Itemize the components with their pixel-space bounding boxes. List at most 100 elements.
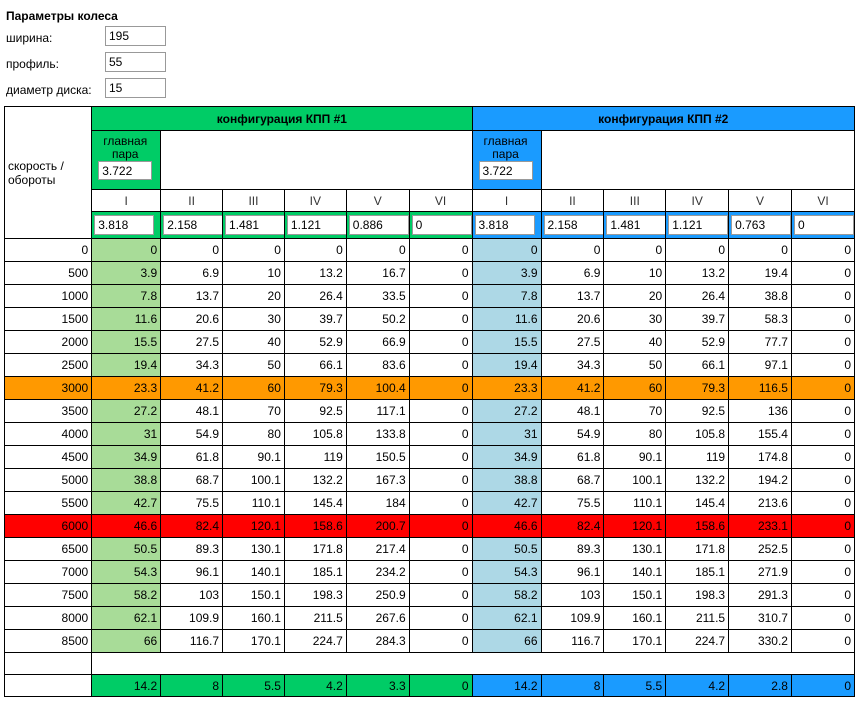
config2-speed-cell: 0 <box>790 307 856 331</box>
config1-speed-cell: 0 <box>408 376 473 400</box>
config2-speed-cell: 158.6 <box>665 514 730 538</box>
config1-speed-cell: 27.5 <box>160 330 224 354</box>
config1-speed-cell: 13.2 <box>283 261 347 285</box>
rpm-cell: 6500 <box>3 537 93 561</box>
config2-ratio-cell <box>540 211 605 239</box>
config2-speed-cell: 26.4 <box>665 284 730 308</box>
config1-main-pair-cell: главная пара <box>91 130 162 190</box>
config2-speed-cell: 90.1 <box>603 445 667 469</box>
config1-speed-cell: 0 <box>408 537 473 561</box>
config2-speed-cell: 50.5 <box>471 537 542 561</box>
width-input[interactable] <box>105 26 166 46</box>
config2-speed-cell: 0 <box>790 376 856 400</box>
config1-speed-cell: 145.4 <box>283 491 347 515</box>
config1-speed-cell: 0 <box>408 468 473 492</box>
config1-speed-cell: 75.5 <box>160 491 224 515</box>
config2-speed-cell: 0 <box>790 238 856 262</box>
config2-speed-cell: 68.7 <box>540 468 605 492</box>
config1-speed-cell: 10 <box>222 261 285 285</box>
config2-gear-I-ratio-input[interactable] <box>474 215 535 235</box>
config2-speed-cell: 80 <box>603 422 667 446</box>
profile-input[interactable] <box>105 52 166 72</box>
config2-speed-cell: 62.1 <box>471 606 542 630</box>
config2-speed-cell: 34.3 <box>540 353 605 377</box>
config1-speed-cell: 0 <box>408 261 473 285</box>
config1-speed-cell: 100.4 <box>345 376 410 400</box>
table-row: 3000 23.3 41.2 60 79.3 100.4 0 23.3 41.2 60 79.3 11… <box>3 376 856 400</box>
profile-row: профиль: <box>6 52 166 78</box>
config1-speed-cell: 66.1 <box>283 353 347 377</box>
config2-speed-cell: 92.5 <box>665 399 730 423</box>
table-row: 5500 42.7 75.5 110.1 145.4 184 0 42.7 75.5 110.1 1… <box>3 491 856 515</box>
rpm-cell: 3000 <box>3 376 93 400</box>
config1-speed-cell: 110.1 <box>222 491 285 515</box>
config1-speed-cell: 267.6 <box>345 606 410 630</box>
rpm-cell: 8000 <box>3 606 93 630</box>
disk-diameter-label: диаметр диска: <box>6 83 92 97</box>
config1-speed-cell: 31 <box>91 422 162 446</box>
config1-speed-cell: 133.8 <box>345 422 410 446</box>
config2-main-pair-input[interactable] <box>478 161 533 180</box>
config1-speed-cell: 160.1 <box>222 606 285 630</box>
config1-gear-I-ratio-input[interactable] <box>94 215 155 235</box>
config2-gear-III-ratio-input[interactable] <box>606 215 665 235</box>
config2-gear-V-ratio-input[interactable] <box>731 215 791 235</box>
config1-speed-cell: 40 <box>222 330 285 354</box>
wheel-params: Параметры колеса ширина: профиль: диамет… <box>6 6 166 104</box>
config1-speed-cell: 170.1 <box>222 629 285 653</box>
config2-ratio-cell <box>603 211 667 239</box>
config1-speed-cell: 0 <box>408 284 473 308</box>
config2-speed-cell: 61.8 <box>540 445 605 469</box>
rpm-cell: 8500 <box>3 629 93 653</box>
config2-speed-cell: 82.4 <box>540 514 605 538</box>
config1-footer-cell: 4.2 <box>283 674 347 697</box>
config1-speed-cell: 0 <box>408 514 473 538</box>
config1-speed-cell: 34.3 <box>160 353 224 377</box>
config1-main-pair-input[interactable] <box>98 161 153 180</box>
config1-gear-VI-ratio-input[interactable] <box>411 215 472 235</box>
config1-speed-cell: 90.1 <box>222 445 285 469</box>
config1-gear-II-ratio-input[interactable] <box>163 215 222 235</box>
config2-speed-cell: 42.7 <box>471 491 542 515</box>
disk-diameter-input[interactable] <box>105 78 166 98</box>
config1-speed-cell: 33.5 <box>345 284 410 308</box>
config1-speed-cell: 100.1 <box>222 468 285 492</box>
config1-ratio-cell <box>160 211 224 239</box>
config2-speed-cell: 213.6 <box>728 491 792 515</box>
disk-row: диаметр диска: <box>6 78 166 104</box>
config1-speed-cell: 80 <box>222 422 285 446</box>
config1-gear-III-ratio-input[interactable] <box>225 215 284 235</box>
config1-speed-cell: 60 <box>222 376 285 400</box>
config2-gear-IV-ratio-input[interactable] <box>668 215 728 235</box>
config2-speed-cell: 0 <box>790 330 856 354</box>
config1-speed-cell: 224.7 <box>283 629 347 653</box>
config2-main-pair-cell: главная пара <box>471 130 542 190</box>
config1-speed-cell: 0 <box>408 330 473 354</box>
rpm-cell: 2000 <box>3 330 93 354</box>
config1-gear-IV-ratio-input[interactable] <box>286 215 346 235</box>
table-row: 5000 38.8 68.7 100.1 132.2 167.3 0 38.8 68.7 100.… <box>3 468 856 492</box>
config1-footer-cell: 8 <box>160 674 224 697</box>
rpm-cell: 1000 <box>3 284 93 308</box>
config1-title: конфигурация КПП #1 <box>91 106 473 131</box>
rpm-cell: 3500 <box>3 399 93 423</box>
config1-speed-cell: 0 <box>408 606 473 630</box>
rpm-cell: 7500 <box>3 583 93 607</box>
config1-gear-V-ratio-input[interactable] <box>348 215 409 235</box>
config1-speed-cell: 116.7 <box>160 629 224 653</box>
config2-gear-II-ratio-input[interactable] <box>543 215 603 235</box>
rpm-cell: 4500 <box>3 445 93 469</box>
config1-gear-I-header: I <box>91 189 162 212</box>
config2-speed-cell: 0 <box>790 353 856 377</box>
rpm-cell: 2500 <box>3 353 93 377</box>
config1-speed-cell: 158.6 <box>283 514 347 538</box>
config1-main-pair-label: главная пара <box>103 134 148 161</box>
config1-speed-cell: 68.7 <box>160 468 224 492</box>
config1-speed-cell: 50 <box>222 353 285 377</box>
config2-speed-cell: 0 <box>603 238 667 262</box>
config2-speed-cell: 136 <box>728 399 792 423</box>
config2-gear-VI-ratio-input[interactable] <box>793 215 854 235</box>
config1-speed-cell: 6.9 <box>160 261 224 285</box>
config2-speed-cell: 39.7 <box>665 307 730 331</box>
